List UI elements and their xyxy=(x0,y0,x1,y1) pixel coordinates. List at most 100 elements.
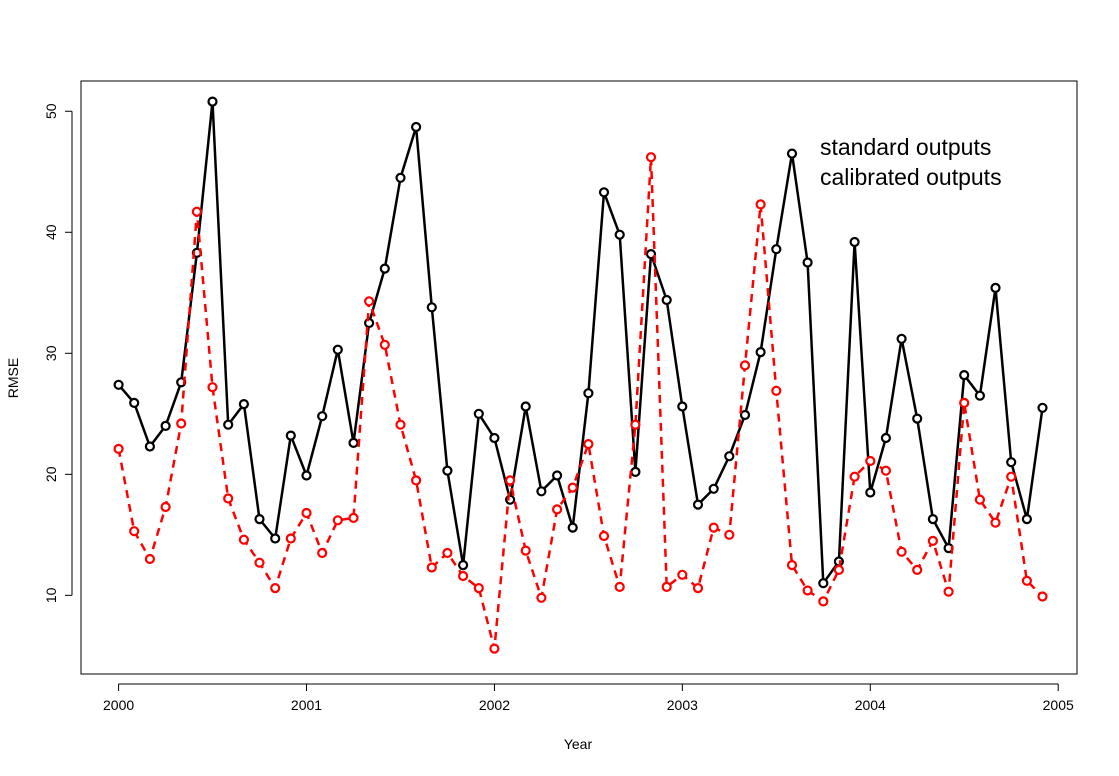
data-point xyxy=(379,263,390,274)
data-point xyxy=(332,344,343,355)
data-point xyxy=(426,302,437,313)
data-point xyxy=(1021,513,1033,525)
data-point xyxy=(223,419,234,430)
data-point xyxy=(645,152,657,163)
data-point xyxy=(160,420,171,431)
data-point xyxy=(473,408,484,419)
data-point xyxy=(567,522,578,533)
data-point xyxy=(677,401,688,412)
legend-entry-calibrated-outputs: calibrated outputs xyxy=(820,164,1002,190)
data-point xyxy=(113,379,124,390)
data-point xyxy=(959,397,970,408)
data-point xyxy=(661,581,672,593)
data-point xyxy=(630,466,641,477)
data-point xyxy=(458,559,469,571)
data-point xyxy=(144,553,155,565)
data-point xyxy=(426,562,437,573)
data-point xyxy=(692,499,704,510)
y-tick-label: 20 xyxy=(43,466,59,482)
data-point xyxy=(927,535,939,547)
data-point xyxy=(598,530,610,542)
data-point xyxy=(943,586,954,597)
data-point xyxy=(818,578,829,589)
data-point xyxy=(1021,575,1033,586)
y-axis: 10 20 30 40 50 xyxy=(43,103,73,603)
data-point xyxy=(880,432,892,444)
data-point xyxy=(771,244,782,255)
x-tick-label: 2000 xyxy=(103,697,134,713)
series-line xyxy=(117,155,1044,650)
data-point xyxy=(802,585,813,596)
data-point xyxy=(395,419,406,430)
x-tick-label: 2004 xyxy=(855,697,886,713)
data-point xyxy=(865,455,876,467)
data-point xyxy=(254,557,265,568)
data-point xyxy=(176,418,187,429)
data-point xyxy=(129,526,140,537)
data-point xyxy=(708,522,719,533)
x-axis-title: Year xyxy=(564,736,593,752)
data-point xyxy=(614,581,625,593)
series-layer xyxy=(113,96,1048,654)
data-point xyxy=(849,471,860,482)
data-point xyxy=(1006,457,1017,468)
data-point xyxy=(332,515,343,526)
data-point xyxy=(379,339,390,350)
data-point xyxy=(285,533,296,544)
data-point xyxy=(802,257,813,268)
data-point xyxy=(1006,471,1017,482)
x-tick-label: 2002 xyxy=(479,697,510,713)
data-point xyxy=(520,401,531,412)
y-tick-label: 30 xyxy=(43,345,59,361)
data-point xyxy=(520,545,531,556)
data-point xyxy=(990,517,1001,528)
data-point xyxy=(301,507,312,519)
data-point xyxy=(254,513,265,525)
data-point xyxy=(458,570,469,582)
y-axis-title: RMSE xyxy=(5,358,21,398)
data-point xyxy=(207,96,218,107)
data-point xyxy=(129,397,140,408)
data-point xyxy=(927,513,939,525)
y-tick-label: 10 xyxy=(43,587,59,603)
data-point xyxy=(536,486,547,497)
series-1 xyxy=(113,152,1048,654)
data-point xyxy=(505,475,516,486)
y-tick-label: 50 xyxy=(43,103,59,119)
data-point xyxy=(583,439,594,450)
data-point xyxy=(395,172,406,183)
data-point xyxy=(238,399,249,410)
data-point xyxy=(912,564,923,576)
data-point xyxy=(614,229,625,240)
data-point xyxy=(301,470,312,481)
x-tick-label: 2005 xyxy=(1043,697,1074,713)
data-point xyxy=(912,413,923,424)
data-point xyxy=(567,482,578,493)
x-axis: 2000 2001 2002 2003 2004 2005 xyxy=(103,683,1074,713)
data-point xyxy=(473,582,484,594)
plot-frame xyxy=(80,80,1078,675)
data-point xyxy=(739,409,751,421)
data-point xyxy=(113,443,124,454)
data-point xyxy=(724,451,735,462)
data-point xyxy=(317,547,328,559)
data-point xyxy=(849,236,860,248)
data-point xyxy=(270,533,281,544)
data-point xyxy=(144,441,155,452)
series-0 xyxy=(113,96,1048,589)
data-point xyxy=(755,199,766,210)
data-point xyxy=(317,411,328,422)
data-point xyxy=(692,582,704,594)
data-point xyxy=(364,296,375,307)
data-point xyxy=(974,390,986,401)
data-point xyxy=(661,294,672,306)
data-point xyxy=(786,559,798,571)
data-point xyxy=(348,512,359,524)
data-point xyxy=(270,582,281,594)
legend-entry-standard-outputs: standard outputs xyxy=(820,134,991,160)
data-point xyxy=(724,529,735,540)
data-point xyxy=(771,385,782,396)
data-point xyxy=(442,465,453,476)
data-point xyxy=(583,388,594,399)
